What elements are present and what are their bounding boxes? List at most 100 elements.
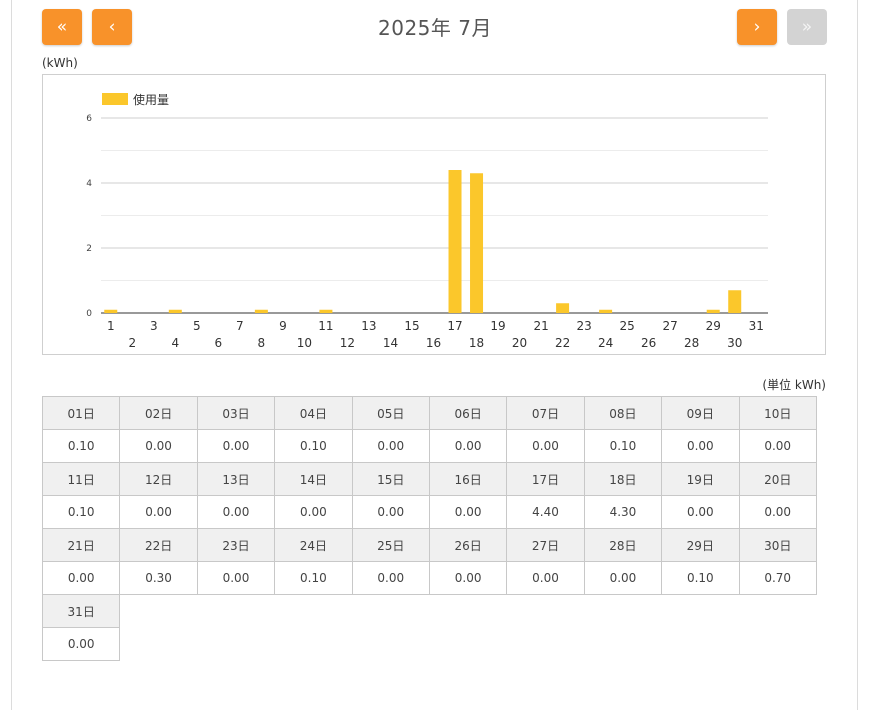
empty-cell bbox=[120, 595, 197, 628]
day-header-row: 21日 22日 23日 24日 25日 26日 27日 28日 29日 30日 bbox=[41, 528, 817, 562]
x-tick-label: 23 bbox=[576, 319, 591, 333]
day-cell: 29日 bbox=[661, 528, 740, 562]
day-cell: 07日 bbox=[506, 396, 585, 430]
day-cell: 12日 bbox=[119, 462, 198, 496]
x-tick-label: 22 bbox=[555, 336, 570, 350]
day-cell: 02日 bbox=[119, 396, 198, 430]
x-tick-label: 14 bbox=[383, 336, 398, 350]
value-cell: 0.00 bbox=[196, 561, 276, 595]
x-tick-label: 9 bbox=[279, 319, 287, 333]
x-tick-label: 18 bbox=[469, 336, 484, 350]
day-cell: 15日 bbox=[351, 462, 430, 496]
empty-cell bbox=[120, 628, 197, 661]
value-cell: 0.00 bbox=[661, 429, 740, 463]
bar-day-18 bbox=[470, 173, 484, 313]
value-cell: 0.00 bbox=[428, 561, 508, 595]
value-cell: 0.00 bbox=[583, 561, 663, 595]
day-cell: 24日 bbox=[274, 528, 353, 562]
x-tick-label: 8 bbox=[258, 336, 266, 350]
y-tick-label: 0 bbox=[86, 309, 92, 319]
x-tick-label: 21 bbox=[533, 319, 548, 333]
bar-day-8 bbox=[254, 309, 268, 313]
empty-cell bbox=[507, 628, 584, 661]
legend-swatch bbox=[102, 93, 128, 105]
x-tick-label: 12 bbox=[340, 336, 355, 350]
value-cell: 0.00 bbox=[119, 495, 198, 529]
value-cell: 0.10 bbox=[274, 561, 353, 595]
empty-cell bbox=[275, 595, 352, 628]
x-tick-label: 7 bbox=[236, 319, 244, 333]
usage-table: 01日 02日 03日 04日 05日 06日 07日 08日 09日 10日 0.10 0.00 0.… bbox=[41, 396, 817, 661]
value-cell: 0.00 bbox=[41, 561, 121, 595]
empty-cell bbox=[197, 628, 274, 661]
empty-cell bbox=[739, 628, 816, 661]
day-cell: 25日 bbox=[351, 528, 430, 562]
day-cell: 19日 bbox=[661, 462, 740, 496]
bar-day-24 bbox=[599, 309, 613, 313]
usage-chart: 0 2 4 6 使用量 1 2 3 4 5 6 7 8 9 10 11 12 13 14 15 16 17 18 19 20 21… bbox=[42, 74, 826, 355]
day-header-row: 31日 bbox=[41, 594, 817, 628]
empty-cell bbox=[662, 595, 739, 628]
value-cell: 0.10 bbox=[41, 429, 121, 463]
value-cell: 0.00 bbox=[351, 561, 430, 595]
day-cell: 22日 bbox=[119, 528, 198, 562]
bar-day-29 bbox=[706, 309, 720, 313]
x-tick-label: 29 bbox=[706, 319, 721, 333]
x-tick-label: 27 bbox=[663, 319, 678, 333]
empty-cell bbox=[662, 628, 739, 661]
chart-unit-label: (kWh) bbox=[42, 56, 78, 70]
day-cell: 09日 bbox=[661, 396, 740, 430]
prev-month-button[interactable]: ‹ bbox=[92, 9, 132, 45]
value-cell: 0.00 bbox=[428, 495, 508, 529]
day-cell: 14日 bbox=[274, 462, 353, 496]
day-cell: 03日 bbox=[196, 396, 276, 430]
day-cell: 10日 bbox=[738, 396, 817, 430]
value-cell: 0.00 bbox=[196, 429, 276, 463]
day-cell: 20日 bbox=[738, 462, 817, 496]
day-cell: 05日 bbox=[351, 396, 430, 430]
value-cell: 0.00 bbox=[506, 561, 585, 595]
day-cell: 18日 bbox=[583, 462, 663, 496]
legend-label: 使用量 bbox=[133, 92, 169, 107]
usage-chart-svg: 0246使用量123456789101112131415161718192021… bbox=[86, 92, 768, 350]
value-row: 0.00 bbox=[41, 627, 817, 661]
month-title: 2025年 7月 bbox=[378, 16, 492, 40]
x-tick-label: 17 bbox=[447, 319, 462, 333]
x-tick-label: 6 bbox=[215, 336, 223, 350]
day-cell: 27日 bbox=[506, 528, 585, 562]
bar-day-11 bbox=[319, 309, 333, 313]
day-cell: 26日 bbox=[428, 528, 508, 562]
value-cell: 0.00 bbox=[196, 495, 276, 529]
value-cell: 0.30 bbox=[119, 561, 198, 595]
value-cell: 0.00 bbox=[351, 429, 430, 463]
value-cell: 0.00 bbox=[351, 495, 430, 529]
bar-day-22 bbox=[556, 303, 570, 313]
day-header-row: 01日 02日 03日 04日 05日 06日 07日 08日 09日 10日 bbox=[41, 396, 817, 430]
value-row: 0.10 0.00 0.00 0.00 0.00 0.00 4.40 4.30 0.00 0.00 bbox=[41, 495, 817, 529]
day-cell: 16日 bbox=[428, 462, 508, 496]
value-cell: 0.00 bbox=[661, 495, 740, 529]
value-cell: 0.00 bbox=[738, 429, 817, 463]
day-cell: 31日 bbox=[41, 594, 121, 628]
next-month-button[interactable]: › bbox=[737, 9, 777, 45]
value-cell: 4.40 bbox=[506, 495, 585, 529]
x-tick-label: 28 bbox=[684, 336, 699, 350]
first-month-button[interactable]: « bbox=[42, 9, 82, 45]
day-cell: 08日 bbox=[583, 396, 663, 430]
x-tick-label: 20 bbox=[512, 336, 527, 350]
value-cell: 0.00 bbox=[506, 429, 585, 463]
day-cell: 11日 bbox=[41, 462, 121, 496]
bar-day-17 bbox=[448, 170, 462, 313]
x-tick-label: 2 bbox=[128, 336, 136, 350]
value-cell: 0.00 bbox=[274, 495, 353, 529]
page-frame bbox=[11, 0, 858, 710]
value-cell: 0.00 bbox=[738, 495, 817, 529]
value-cell: 0.10 bbox=[661, 561, 740, 595]
y-tick-label: 4 bbox=[86, 179, 92, 189]
bar-day-4 bbox=[168, 309, 182, 313]
x-tick-label: 26 bbox=[641, 336, 656, 350]
x-tick-label: 16 bbox=[426, 336, 441, 350]
bar-day-1 bbox=[104, 309, 118, 313]
x-tick-label: 5 bbox=[193, 319, 201, 333]
day-cell: 01日 bbox=[41, 396, 121, 430]
